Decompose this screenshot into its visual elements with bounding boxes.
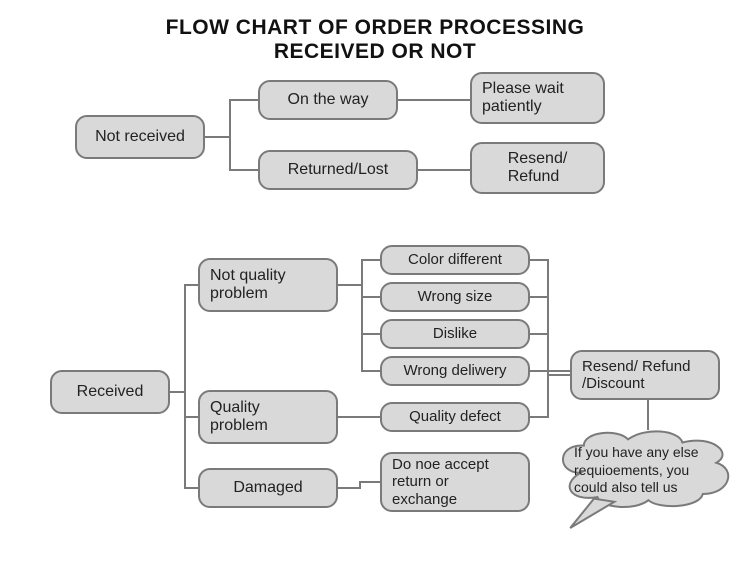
speech-bubble-text: If you have any else requioements, you c…: [574, 444, 716, 497]
edge-5: [170, 392, 198, 417]
node-resend-refund: Resend/ Refund: [470, 142, 605, 194]
node-not-received: Not received: [75, 115, 205, 159]
edge-13: [530, 260, 570, 375]
chart-title-line1: FLOW CHART OF ORDER PROCESSING: [0, 16, 750, 40]
speech-bubble: If you have any else requioements, you c…: [560, 430, 730, 532]
node-label: Damaged: [233, 479, 302, 497]
speech-bubble-tail: [570, 499, 614, 528]
node-damaged: Damaged: [198, 468, 338, 508]
node-color-diff: Color different: [380, 245, 530, 275]
node-label: Resend/ Refund /Discount: [582, 358, 690, 393]
node-label: Wrong size: [418, 288, 493, 305]
edge-10: [338, 285, 380, 371]
node-label: Not received: [95, 128, 185, 146]
node-label: Quality problem: [210, 399, 268, 436]
node-label: Quality defect: [409, 408, 501, 425]
node-received: Received: [50, 370, 170, 414]
node-dislike: Dislike: [380, 319, 530, 349]
node-label: Color different: [408, 251, 502, 268]
chart-title-line2: RECEIVED OR NOT: [0, 40, 750, 64]
edge-12: [338, 482, 380, 488]
node-wrong-delivery: Wrong deliwery: [380, 356, 530, 386]
edge-8: [338, 285, 380, 297]
node-returned-lost: Returned/Lost: [258, 150, 418, 190]
node-wrong-size: Wrong size: [380, 282, 530, 312]
node-label: Received: [77, 383, 144, 401]
edge-0: [205, 100, 258, 137]
node-on-the-way: On the way: [258, 80, 398, 120]
node-label: Please wait patiently: [482, 80, 564, 117]
node-label: Wrong deliwery: [403, 362, 506, 379]
node-do-not-accept: Do noe accept return or exchange: [380, 452, 530, 512]
node-label: On the way: [288, 91, 369, 109]
node-quality: Quality problem: [198, 390, 338, 444]
node-label: Returned/Lost: [288, 161, 389, 179]
node-quality-defect: Quality defect: [380, 402, 530, 432]
node-wait-patiently: Please wait patiently: [470, 72, 605, 124]
node-label: Not quality problem: [210, 267, 286, 304]
node-not-quality: Not quality problem: [198, 258, 338, 312]
edge-6: [170, 392, 198, 488]
node-label: Dislike: [433, 325, 477, 342]
edge-7: [338, 260, 380, 285]
flowchart-canvas: FLOW CHART OF ORDER PROCESSING RECEIVED …: [0, 0, 750, 570]
node-label: Do noe accept return or exchange: [392, 456, 489, 508]
edge-9: [338, 285, 380, 334]
node-label: Resend/ Refund: [508, 150, 568, 187]
edge-4: [170, 285, 198, 392]
edge-1: [205, 137, 258, 170]
node-rrd: Resend/ Refund /Discount: [570, 350, 720, 400]
edge-17: [530, 375, 548, 417]
